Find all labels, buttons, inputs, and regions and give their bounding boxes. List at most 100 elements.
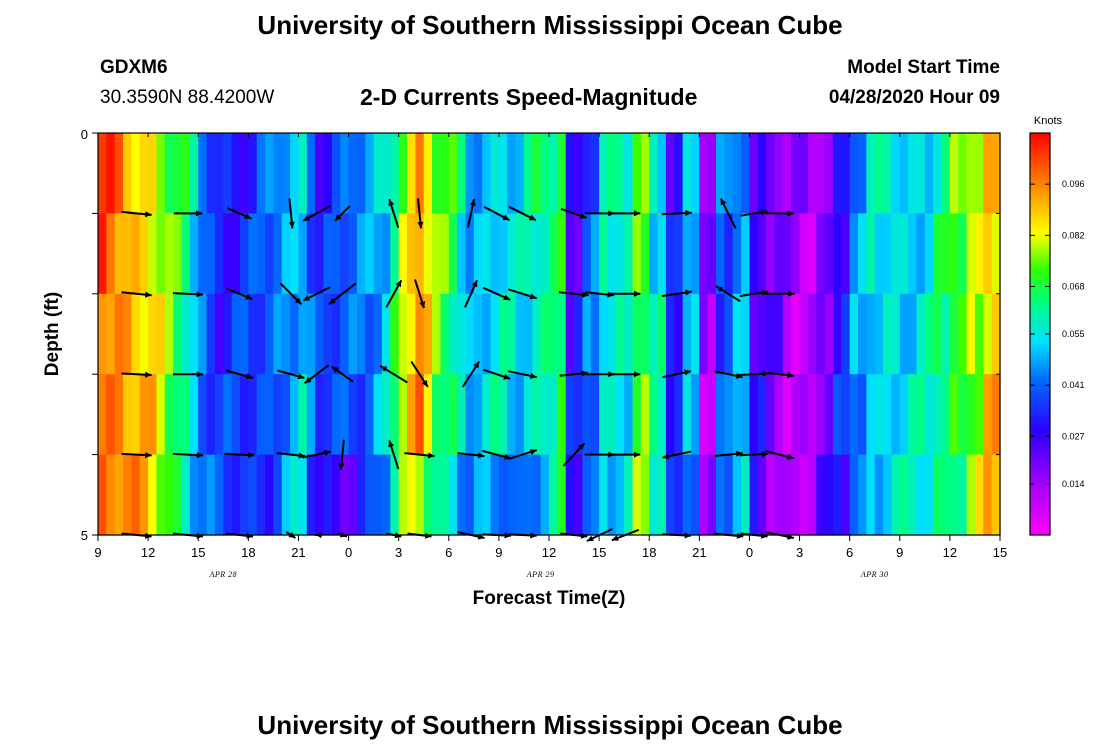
heatmap-cell (515, 293, 525, 375)
heatmap-cell (807, 293, 817, 375)
current-arrow (739, 451, 769, 458)
heatmap-cell (724, 454, 734, 536)
heatmap-cell (173, 133, 183, 214)
colorbar-tick-label: 0.082 (1062, 230, 1085, 240)
current-arrow (713, 450, 743, 458)
heatmap-cell (590, 133, 600, 214)
heatmap-cell (949, 213, 959, 295)
heatmap-cell (164, 133, 174, 214)
current-arrow (719, 197, 737, 229)
heatmap-cell (774, 454, 784, 536)
heatmap-cell (799, 374, 809, 456)
heatmap-cell (933, 133, 943, 214)
heatmap-cell (933, 374, 943, 456)
heatmap-cell (473, 213, 483, 295)
heatmap-cell (198, 293, 208, 375)
heatmap-cell (407, 293, 416, 375)
heatmap-cell (824, 454, 834, 536)
heatmap-cell (298, 454, 308, 536)
heatmap-cell (323, 133, 333, 214)
heatmap-cell (766, 213, 776, 295)
heatmap-cell (457, 213, 467, 295)
x-tick-label: 9 (94, 545, 101, 560)
heatmap-cell (674, 454, 684, 536)
heatmap-cell (265, 133, 274, 214)
heatmap-cell (791, 213, 801, 295)
y-tick-label: 0 (81, 127, 88, 142)
heatmap-cell (98, 133, 107, 214)
page-title: University of Southern Mississippi Ocean… (257, 10, 843, 40)
heatmap-cell (365, 454, 375, 536)
heatmap-cell (732, 133, 742, 214)
heatmap-cell (223, 374, 233, 456)
heatmap-cell (156, 133, 166, 214)
current-arrow (379, 365, 408, 384)
heatmap-cell (640, 374, 650, 456)
heatmap-cell (281, 213, 291, 295)
heatmap-cell (716, 293, 725, 375)
heatmap-cell (615, 374, 625, 456)
heatmap-cell (966, 454, 976, 536)
heatmap-cell (281, 454, 291, 536)
heatmap-cell (824, 133, 834, 214)
heatmap-cell (490, 133, 500, 214)
heatmap-cell (482, 374, 492, 456)
heatmap-cell (198, 454, 208, 536)
heatmap-cell (874, 293, 884, 375)
heatmap-cell (607, 213, 617, 295)
x-tick-label: 18 (642, 545, 656, 560)
heatmap-cell (398, 293, 408, 375)
heatmap-cell (248, 213, 258, 295)
heatmap-cell (440, 133, 450, 214)
heatmap-cell (749, 133, 759, 214)
heatmap-cell (832, 374, 842, 456)
heatmap-cell (482, 133, 492, 214)
heatmap-cell (791, 454, 801, 536)
heatmap-cell (390, 213, 400, 295)
heatmap-cell (348, 293, 358, 375)
current-arrow (764, 290, 795, 297)
heatmap-cell (114, 213, 124, 295)
heatmap-cell (974, 213, 984, 295)
current-arrow (765, 449, 795, 460)
heatmap-cell (356, 374, 366, 456)
heatmap-cell (807, 213, 817, 295)
heatmap-cell (749, 213, 759, 295)
heatmap-cell (139, 133, 149, 214)
y-tick-label: 5 (81, 528, 88, 543)
heatmap-cell (849, 213, 859, 295)
x-tick-label: 12 (943, 545, 957, 560)
heatmap-cell (432, 374, 442, 456)
heatmap-cell (883, 293, 893, 375)
heatmap-cell (707, 213, 717, 295)
heatmap-cell (515, 374, 525, 456)
heatmap-cell (549, 133, 558, 214)
heatmap-cell (883, 213, 893, 295)
heatmap-cell (214, 133, 224, 214)
heatmap-cell (407, 133, 416, 214)
heatmap-cell (749, 454, 759, 536)
heatmap-cell (148, 374, 158, 456)
heatmap-cell (290, 374, 300, 456)
heatmap-cell (958, 293, 968, 375)
heatmap-cell (557, 213, 567, 295)
heatmap-cell (98, 293, 107, 375)
heatmap-cell (123, 454, 133, 536)
heatmap-cell (574, 133, 584, 214)
heatmap-cell (148, 133, 158, 214)
heatmap-cell (599, 133, 609, 214)
heatmap-cell (983, 213, 993, 295)
plot-title: 2-D Currents Speed-Magnitude (360, 84, 698, 110)
current-arrow (173, 210, 203, 217)
heatmap-cell (799, 133, 809, 214)
heatmap-cell (473, 133, 483, 214)
heatmap-cell (415, 133, 425, 214)
heatmap-cell (699, 454, 709, 536)
heatmap-cell (707, 293, 717, 375)
heatmap-cell (858, 293, 867, 375)
heatmap-cell (716, 374, 725, 456)
heatmap-cell (515, 133, 525, 214)
heatmap-cell (908, 133, 918, 214)
heatmap-cell (306, 213, 316, 295)
heatmap-cell (273, 374, 283, 456)
